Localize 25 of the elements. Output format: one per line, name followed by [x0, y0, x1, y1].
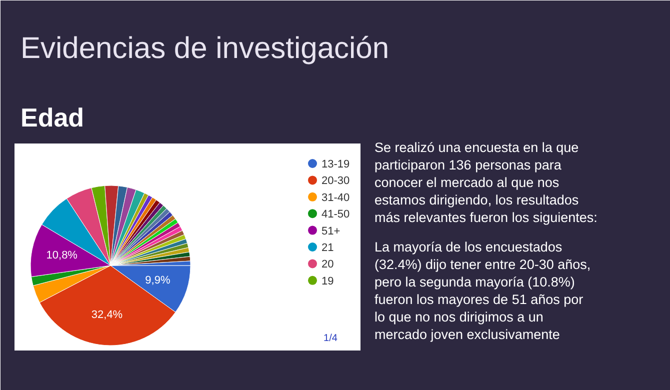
legend-label: 19: [322, 275, 334, 288]
data-label: 9,9%: [145, 274, 170, 287]
text: La mayoría de los encuestados: [374, 240, 562, 254]
text: lo que no nos dirigimos a un: [374, 310, 544, 324]
data-label: 32,4%: [91, 308, 123, 321]
chart-title: Evidencias de investigación: [20, 32, 390, 65]
legend-label: 20: [322, 258, 334, 271]
chart-subtitle: Edad: [20, 102, 84, 132]
data-label: 10,8%: [46, 250, 78, 262]
text: 1/4: [324, 333, 338, 344]
text: Se realizó una encuesta en la que: [374, 140, 579, 155]
text: fueron los mayores de 51 años por: [374, 292, 584, 307]
text: pero la segunda mayoría (10.8%): [374, 274, 575, 290]
legend-label: 20-30: [322, 175, 350, 188]
text: (32.4%) dijo tener entre 20-30 años,: [374, 257, 591, 272]
legend-label: 21: [322, 242, 334, 254]
text: participaron 136 personas para: [374, 158, 562, 172]
legend-label: 13-19: [322, 158, 350, 170]
legend-label: 51+: [322, 225, 340, 238]
legend-label: 41-50: [322, 208, 350, 221]
text: más relevantes fueron los siguientes:: [374, 210, 598, 225]
text: estamos dirigiendo, los resultados: [374, 192, 579, 208]
legend-label: 31-40: [322, 192, 350, 204]
text: mercado joven exclusivamente: [374, 327, 560, 342]
text: conocer el mercado al que nos: [374, 175, 560, 190]
